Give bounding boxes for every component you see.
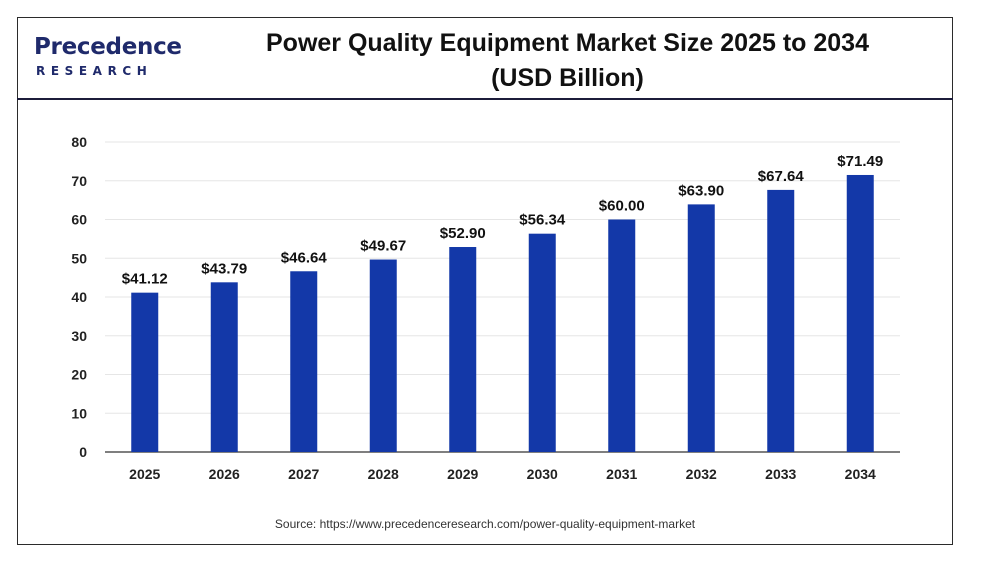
x-tick-label: 2034 (845, 466, 876, 482)
bar (687, 204, 715, 452)
y-tick-label: 60 (71, 212, 87, 228)
y-tick-label: 10 (71, 405, 87, 421)
x-tick-label: 2031 (606, 466, 637, 482)
data-label: $43.79 (201, 260, 247, 277)
y-tick-label: 0 (79, 444, 87, 460)
y-tick-label: 20 (71, 367, 87, 383)
x-tick-label: 2029 (447, 466, 478, 482)
y-tick-label: 70 (71, 173, 87, 189)
data-label: $56.34 (519, 212, 566, 229)
x-tick-label: 2032 (686, 466, 717, 482)
y-tick-label: 80 (71, 134, 87, 150)
chart-title-line1: Power Quality Equipment Market Size 2025… (266, 29, 869, 57)
bar (449, 247, 477, 452)
bar-chart: 01020304050607080$41.122025$43.792026$46… (71, 134, 900, 482)
x-tick-label: 2033 (765, 466, 796, 482)
chart-frame (17, 17, 953, 545)
chart-title-line2: (USD Billion) (491, 64, 644, 92)
x-tick-label: 2025 (129, 466, 160, 482)
data-label: $41.12 (122, 271, 168, 288)
x-tick-label: 2026 (209, 466, 240, 482)
precedence-research-logo: Precedence RESEARCH (34, 34, 184, 84)
bar (528, 233, 556, 452)
y-tick-label: 50 (71, 250, 87, 266)
bar (369, 259, 397, 452)
data-label: $52.90 (440, 225, 486, 242)
bar (290, 271, 318, 452)
bar (846, 174, 874, 452)
data-label: $60.00 (599, 198, 645, 215)
source-citation: Source: https://www.precedenceresearch.c… (274, 517, 696, 531)
bar (767, 189, 795, 452)
logo-subtitle: RESEARCH (36, 64, 153, 78)
bar (608, 219, 636, 452)
bar (210, 282, 238, 452)
y-tick-label: 40 (71, 289, 87, 305)
x-tick-label: 2028 (368, 466, 399, 482)
data-label: $63.90 (678, 182, 724, 199)
data-label: $49.67 (360, 238, 406, 255)
x-tick-label: 2027 (288, 466, 319, 482)
logo-wordmark: Precedence (34, 34, 182, 60)
data-label: $71.49 (837, 153, 883, 170)
header-divider (17, 98, 953, 100)
data-label: $67.64 (758, 168, 805, 185)
chart-title: Power Quality Equipment Market Size 2025… (205, 26, 930, 96)
bar (131, 292, 159, 452)
y-tick-label: 30 (71, 328, 87, 344)
data-label: $46.64 (281, 249, 328, 266)
x-tick-label: 2030 (527, 466, 558, 482)
